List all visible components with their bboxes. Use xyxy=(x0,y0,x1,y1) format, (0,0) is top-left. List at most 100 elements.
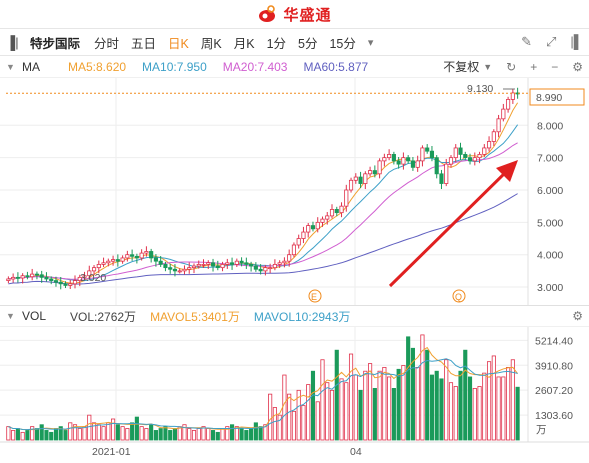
candle-body xyxy=(296,238,301,246)
more-periods-dropdown-icon[interactable]: ▾ xyxy=(367,36,374,49)
price-chart[interactable]: 8.000 7.000 6.000 5.000 4.000 3.000 8.990 9.1… xyxy=(0,78,589,305)
tab-period-fenshi[interactable]: 分时 xyxy=(94,36,120,51)
low-price-label: 3.020 xyxy=(80,272,106,284)
candle-body xyxy=(101,262,106,265)
candle-body xyxy=(182,268,187,272)
minus-icon[interactable]: − xyxy=(551,59,559,74)
candle-body xyxy=(453,147,458,159)
volume-bar xyxy=(191,430,197,441)
ma20-value: MA20:7.403 xyxy=(222,59,288,74)
volume-bar xyxy=(467,376,473,441)
candle-body xyxy=(272,264,277,269)
volume-bar xyxy=(282,374,287,441)
candle-body xyxy=(291,244,297,256)
vol-label[interactable]: VOL xyxy=(22,309,47,323)
pencil-icon[interactable]: ✎ xyxy=(521,34,532,49)
price-tick-label: 3.000 xyxy=(537,282,563,294)
candle-body xyxy=(187,267,192,270)
tab-period-week-k[interactable]: 周K xyxy=(200,36,222,51)
expand-icon[interactable]: ⤢ xyxy=(546,34,557,49)
tab-period-month-k[interactable]: 月K xyxy=(233,36,255,51)
volume-bar xyxy=(368,363,373,441)
volume-bar xyxy=(30,426,35,441)
candle-body xyxy=(39,274,44,278)
volume-bar xyxy=(139,426,144,441)
x-label-04: 04 xyxy=(350,446,362,458)
candle-body xyxy=(477,154,482,159)
volume-bar xyxy=(306,384,311,441)
candle-body xyxy=(201,264,206,266)
volume-bar xyxy=(120,426,125,441)
candle-body xyxy=(253,265,258,270)
candle-body xyxy=(177,270,182,273)
vol-settings-gear-icon[interactable]: ⚙ xyxy=(572,309,583,323)
candle-body xyxy=(506,99,511,110)
candle-body xyxy=(301,231,306,239)
ma10-line xyxy=(8,124,519,282)
candle-body xyxy=(144,251,149,254)
ma-label[interactable]: MA xyxy=(22,59,40,74)
mavol5-value: MAVOL5:3401万 xyxy=(150,309,240,324)
volume-bar xyxy=(463,349,468,441)
candle-body xyxy=(77,276,82,281)
volume-bar xyxy=(244,430,249,441)
event-marker-e[interactable] xyxy=(308,289,322,303)
add-icon[interactable]: + xyxy=(530,59,538,74)
volume-bar xyxy=(444,359,449,441)
collapse-caret-icon[interactable]: ▼ xyxy=(6,61,15,72)
volume-bar xyxy=(434,370,439,441)
candle-body xyxy=(96,264,101,269)
tab-period-1min[interactable]: 1分 xyxy=(266,36,287,51)
candle-body xyxy=(425,147,430,152)
volume-bar xyxy=(234,426,239,441)
title-bar: 华盛通 xyxy=(0,0,589,28)
volume-bar xyxy=(287,393,292,441)
volume-bar xyxy=(510,359,515,441)
candle-body xyxy=(25,275,30,278)
mavol10-line xyxy=(8,358,518,431)
adjust-caret-icon[interactable]: ▼ xyxy=(483,61,493,72)
tab-period-wuri[interactable]: 五日 xyxy=(131,36,157,51)
candle-body xyxy=(149,251,154,259)
volume-bar xyxy=(58,426,63,441)
candle-body xyxy=(406,157,411,162)
volume-bar xyxy=(249,428,254,441)
volume-bar xyxy=(39,424,44,441)
vol-collapse-caret-icon[interactable]: ▼ xyxy=(6,311,15,321)
sidebar-toggle-icon[interactable]: ▐| xyxy=(6,34,19,50)
event-marker-q[interactable] xyxy=(452,289,466,303)
volume-bar xyxy=(372,388,377,441)
candle-body xyxy=(72,280,78,285)
volume-bar xyxy=(53,428,59,441)
candle-body xyxy=(496,118,501,133)
candle-body xyxy=(415,160,420,168)
price-tick-label: 8.000 xyxy=(537,120,563,132)
candles xyxy=(6,87,520,290)
candle-body xyxy=(396,160,401,165)
volume-chart[interactable]: 5214.40 3910.80 2607.20 1303.60 万 2021-01 0… xyxy=(0,327,589,463)
volume-bar xyxy=(506,366,511,441)
refresh-icon[interactable]: ↻ xyxy=(506,59,517,74)
volume-bar xyxy=(15,428,20,441)
volume-bar xyxy=(344,382,349,441)
price-axis-ticks: 8.000 7.000 6.000 5.000 4.000 3.000 xyxy=(537,120,563,294)
volume-bar xyxy=(44,430,49,441)
candle-body xyxy=(277,262,282,265)
stock-name[interactable]: 特步国际 xyxy=(30,36,81,51)
volume-bar xyxy=(477,386,482,441)
volume-bar xyxy=(106,422,111,441)
volume-bar xyxy=(329,389,335,441)
candle-body xyxy=(153,257,158,262)
mavol10-value: MAVOL10:2943万 xyxy=(253,309,351,324)
tab-period-15min[interactable]: 15分 xyxy=(329,36,356,51)
last-price-text: 8.990 xyxy=(536,92,562,104)
candle-body xyxy=(58,281,63,285)
settings-gear-icon[interactable]: ⚙ xyxy=(572,59,583,74)
tab-period-day-k[interactable]: 日K xyxy=(168,36,189,51)
event-marker-e-text: E xyxy=(311,292,317,302)
panel-toggle-icon[interactable]: |▌ xyxy=(570,34,583,49)
candle-body xyxy=(258,268,263,272)
adjust-dropdown[interactable]: 不复权 xyxy=(443,60,480,74)
tab-period-5min[interactable]: 5分 xyxy=(298,36,318,51)
volume-bar xyxy=(491,355,496,441)
